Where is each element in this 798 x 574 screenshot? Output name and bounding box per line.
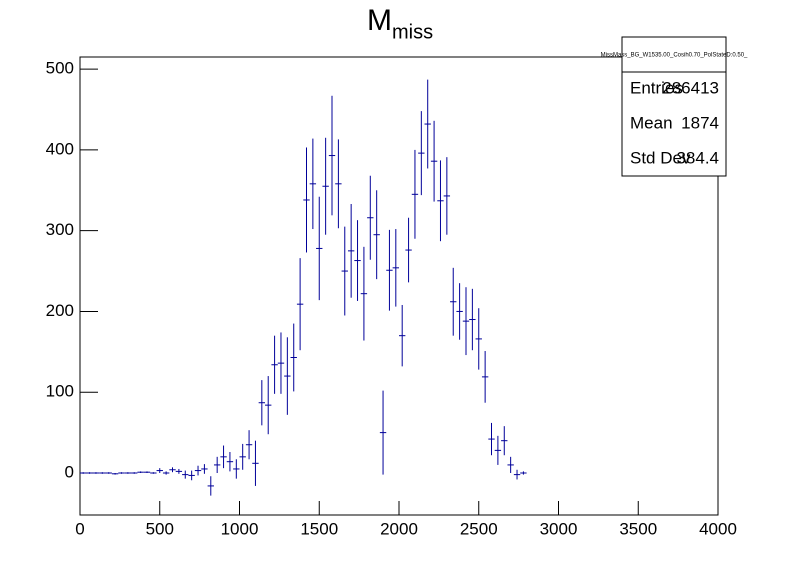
x-tick-label: 2500	[460, 519, 498, 538]
y-tick-label: 0	[65, 462, 74, 481]
x-tick-label: 3000	[540, 519, 578, 538]
stats-title: MissMass_BG_W1535.00_Cosih0.70_PolStateD…	[601, 53, 748, 59]
y-tick-label: 300	[46, 220, 74, 239]
y-tick-label: 500	[46, 59, 74, 78]
stats-box	[621, 36, 727, 177]
x-tick-label: 1000	[221, 519, 259, 538]
x-tick-label: 2000	[380, 519, 418, 538]
x-tick-label: 500	[146, 519, 174, 538]
x-tick-label: 4000	[699, 519, 737, 538]
chart-title: M	[367, 4, 392, 37]
y-tick-label: 100	[46, 382, 74, 401]
x-tick-label: 3500	[619, 519, 657, 538]
stats-value: 286413	[662, 78, 719, 97]
y-tick-label: 200	[46, 301, 74, 320]
stats-value: 1874	[681, 113, 719, 132]
y-tick-label: 400	[46, 139, 74, 158]
stats-label: Entries	[630, 78, 683, 97]
stats-label: Std Dev	[630, 148, 691, 167]
stats-value: 384.4	[676, 148, 719, 167]
x-tick-label: 0	[75, 519, 84, 538]
x-tick-label: 1500	[300, 519, 338, 538]
stats-label: Mean	[630, 113, 673, 132]
chart-title-subscript: miss	[392, 21, 433, 43]
